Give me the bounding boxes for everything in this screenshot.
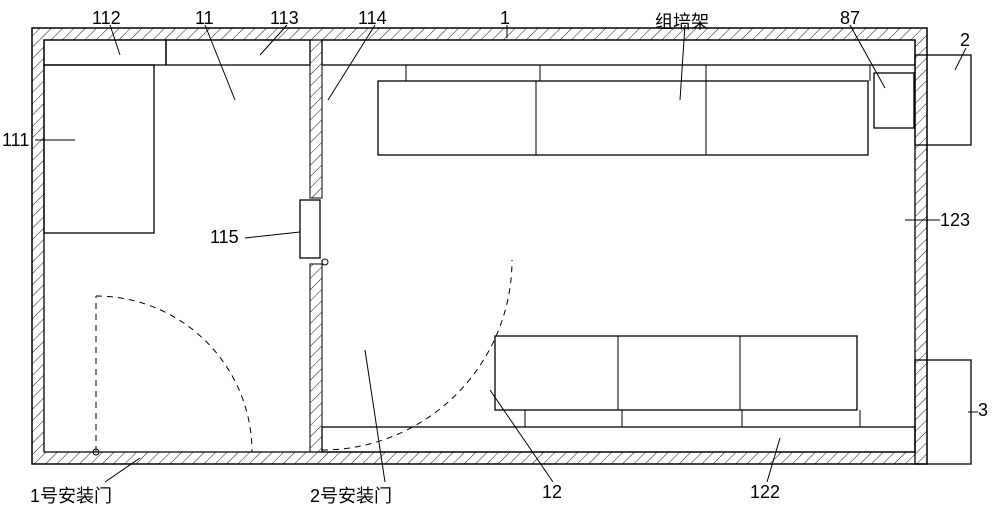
cabinet-111 [44, 65, 154, 233]
partition-lower [310, 264, 322, 452]
floorplan-svg [0, 0, 1000, 513]
label-122: 122 [750, 482, 780, 503]
leader-2 [955, 48, 966, 70]
box-87 [874, 73, 914, 128]
label-d2: 2号安装门 [310, 482, 392, 508]
label-112: 112 [92, 8, 121, 29]
item-115 [300, 200, 320, 258]
door1-arc [96, 296, 252, 452]
top-shelf [322, 40, 915, 65]
door2-arc [322, 260, 512, 450]
label-123: 123 [940, 210, 970, 231]
label-115: 115 [210, 227, 239, 248]
bot-shelf [322, 427, 915, 452]
partition-upper [310, 40, 322, 198]
shelf-112 [44, 40, 166, 65]
label-3: 3 [978, 400, 988, 421]
label-113: 113 [270, 8, 299, 29]
label-1: 1 [500, 8, 510, 29]
label-2: 2 [960, 30, 970, 51]
label-zpj: 组培架 [655, 8, 709, 34]
bot-rack [495, 336, 857, 410]
label-d1: 1号安装门 [30, 482, 112, 508]
shelf-113 [166, 40, 310, 65]
label-87: 87 [840, 8, 860, 29]
leader-115 [245, 232, 300, 238]
label-111: 111 [2, 130, 29, 151]
outer-wall [32, 28, 927, 464]
top-rack [378, 81, 868, 155]
label-114: 114 [358, 8, 387, 29]
label-11: 11 [195, 8, 214, 29]
leader-12 [490, 390, 553, 482]
label-12: 12 [542, 482, 562, 503]
